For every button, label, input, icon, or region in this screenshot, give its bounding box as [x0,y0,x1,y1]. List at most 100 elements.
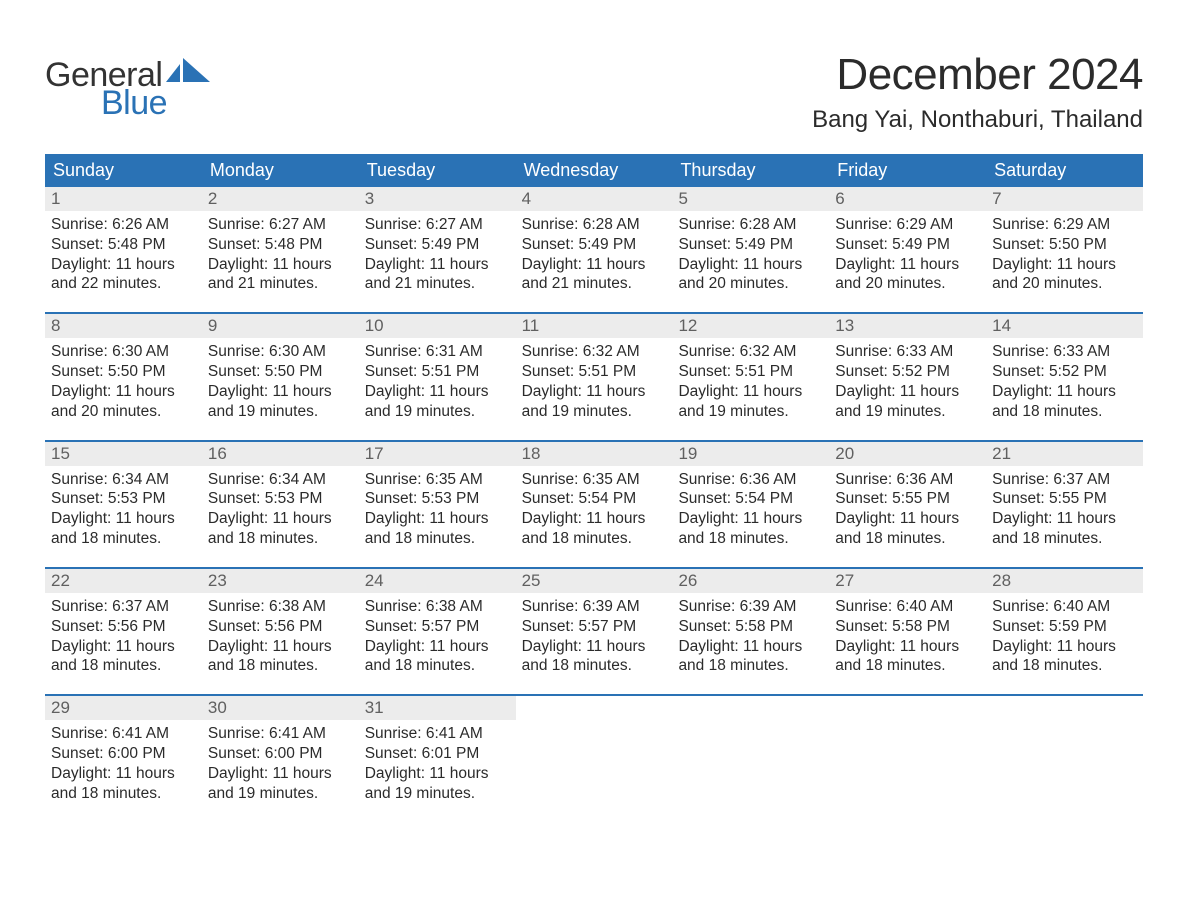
day-line: Sunrise: 6:36 AM [835,470,980,490]
day-number: 25 [516,569,673,593]
calendar-week-row: 15Sunrise: 6:34 AMSunset: 5:53 PMDayligh… [45,440,1143,553]
day-line: Daylight: 11 hours [51,382,196,402]
day-line: and 20 minutes. [678,274,823,294]
day-body: Sunrise: 6:39 AMSunset: 5:58 PMDaylight:… [672,593,829,680]
page-header: General Blue December 2024 Bang Yai, Non… [45,40,1143,144]
day-line: Sunset: 5:55 PM [992,489,1137,509]
day-line: Sunset: 5:49 PM [365,235,510,255]
day-line: Sunset: 5:59 PM [992,617,1137,637]
day-line: Sunset: 6:01 PM [365,744,510,764]
calendar-cell: 3Sunrise: 6:27 AMSunset: 5:49 PMDaylight… [359,187,516,298]
day-line: Sunset: 6:00 PM [208,744,353,764]
day-line: Sunrise: 6:29 AM [835,215,980,235]
day-line: Daylight: 11 hours [365,255,510,275]
day-number: 28 [986,569,1143,593]
sail-icon [166,58,210,86]
day-body: Sunrise: 6:38 AMSunset: 5:56 PMDaylight:… [202,593,359,680]
day-number: 2 [202,187,359,211]
day-line: Sunrise: 6:41 AM [51,724,196,744]
day-body: Sunrise: 6:34 AMSunset: 5:53 PMDaylight:… [202,466,359,553]
day-body: Sunrise: 6:32 AMSunset: 5:51 PMDaylight:… [672,338,829,425]
day-number: 31 [359,696,516,720]
day-line: Daylight: 11 hours [208,764,353,784]
day-number: 27 [829,569,986,593]
calendar-week-row: 1Sunrise: 6:26 AMSunset: 5:48 PMDaylight… [45,187,1143,298]
day-line: and 21 minutes. [208,274,353,294]
day-header-fri: Friday [829,154,986,187]
calendar-cell: 14Sunrise: 6:33 AMSunset: 5:52 PMDayligh… [986,314,1143,425]
day-line: Sunrise: 6:41 AM [365,724,510,744]
day-line: and 18 minutes. [208,529,353,549]
day-number: 15 [45,442,202,466]
day-header-row: Sunday Monday Tuesday Wednesday Thursday… [45,154,1143,187]
brand-word2: Blue [45,86,210,120]
calendar-cell: 5Sunrise: 6:28 AMSunset: 5:49 PMDaylight… [672,187,829,298]
day-header-mon: Monday [202,154,359,187]
calendar-cell: 10Sunrise: 6:31 AMSunset: 5:51 PMDayligh… [359,314,516,425]
day-line: Daylight: 11 hours [522,382,667,402]
day-number: 4 [516,187,673,211]
day-line: and 19 minutes. [835,402,980,422]
day-line: Sunrise: 6:34 AM [51,470,196,490]
day-header-wed: Wednesday [516,154,673,187]
day-line: and 18 minutes. [522,529,667,549]
day-line: Sunrise: 6:30 AM [51,342,196,362]
calendar-cell: 19Sunrise: 6:36 AMSunset: 5:54 PMDayligh… [672,442,829,553]
day-line: Sunrise: 6:40 AM [992,597,1137,617]
day-line: Sunrise: 6:31 AM [365,342,510,362]
day-line: Sunset: 5:55 PM [835,489,980,509]
calendar-cell: 24Sunrise: 6:38 AMSunset: 5:57 PMDayligh… [359,569,516,680]
day-line: Sunrise: 6:37 AM [992,470,1137,490]
day-line: Sunset: 5:51 PM [678,362,823,382]
day-line: Sunset: 5:50 PM [992,235,1137,255]
calendar-week-row: 22Sunrise: 6:37 AMSunset: 5:56 PMDayligh… [45,567,1143,680]
day-line: Daylight: 11 hours [522,509,667,529]
day-line: Daylight: 11 hours [678,382,823,402]
day-line: Sunset: 5:54 PM [522,489,667,509]
calendar-cell: 31 Sunrise: 6:41 AMSunset: 6:01 PMDayligh… [359,696,516,807]
day-line: Sunset: 5:51 PM [365,362,510,382]
day-line: Daylight: 11 hours [208,637,353,657]
day-line: and 18 minutes. [835,529,980,549]
day-line: Sunset: 5:57 PM [522,617,667,637]
day-line: and 19 minutes. [678,402,823,422]
day-number: 9 [202,314,359,338]
day-number: 7 [986,187,1143,211]
day-line: and 18 minutes. [51,784,196,804]
day-body: Sunrise: 6:28 AMSunset: 5:49 PMDaylight:… [672,211,829,298]
day-number: 6 [829,187,986,211]
location-subtitle: Bang Yai, Nonthaburi, Thailand [812,106,1143,134]
day-line: Sunset: 5:58 PM [835,617,980,637]
day-header-sun: Sunday [45,154,202,187]
month-title: December 2024 [812,50,1143,100]
day-number [986,696,1143,720]
day-line: Daylight: 11 hours [835,382,980,402]
day-line: Sunrise: 6:40 AM [835,597,980,617]
calendar-cell: 12Sunrise: 6:32 AMSunset: 5:51 PMDayligh… [672,314,829,425]
calendar-cell: 1Sunrise: 6:26 AMSunset: 5:48 PMDaylight… [45,187,202,298]
day-header-tue: Tuesday [359,154,516,187]
calendar-cell: 26Sunrise: 6:39 AMSunset: 5:58 PMDayligh… [672,569,829,680]
day-line: Sunset: 5:51 PM [522,362,667,382]
day-line: Daylight: 11 hours [678,509,823,529]
day-line: and 21 minutes. [522,274,667,294]
calendar-cell: 25 Sunrise: 6:39 AMSunset: 5:57 PMDayligh… [516,569,673,680]
calendar-cell: 20Sunrise: 6:36 AMSunset: 5:55 PMDayligh… [829,442,986,553]
calendar-cell [829,696,986,807]
day-line: and 18 minutes. [522,656,667,676]
day-line: Sunrise: 6:39 AM [522,597,667,617]
calendar-cell: 8Sunrise: 6:30 AMSunset: 5:50 PMDaylight… [45,314,202,425]
day-number: 20 [829,442,986,466]
day-line: Daylight: 11 hours [522,637,667,657]
day-line: and 20 minutes. [51,402,196,422]
day-header-thu: Thursday [672,154,829,187]
day-line: Sunrise: 6:39 AM [678,597,823,617]
day-line: Daylight: 11 hours [365,764,510,784]
day-line: Daylight: 11 hours [992,382,1137,402]
calendar-grid: Sunday Monday Tuesday Wednesday Thursday… [45,154,1143,808]
day-number: 12 [672,314,829,338]
day-line: Sunrise: 6:30 AM [208,342,353,362]
day-line: Sunset: 5:57 PM [365,617,510,637]
calendar-cell [672,696,829,807]
day-body: Sunrise: 6:32 AMSunset: 5:51 PMDaylight:… [516,338,673,425]
